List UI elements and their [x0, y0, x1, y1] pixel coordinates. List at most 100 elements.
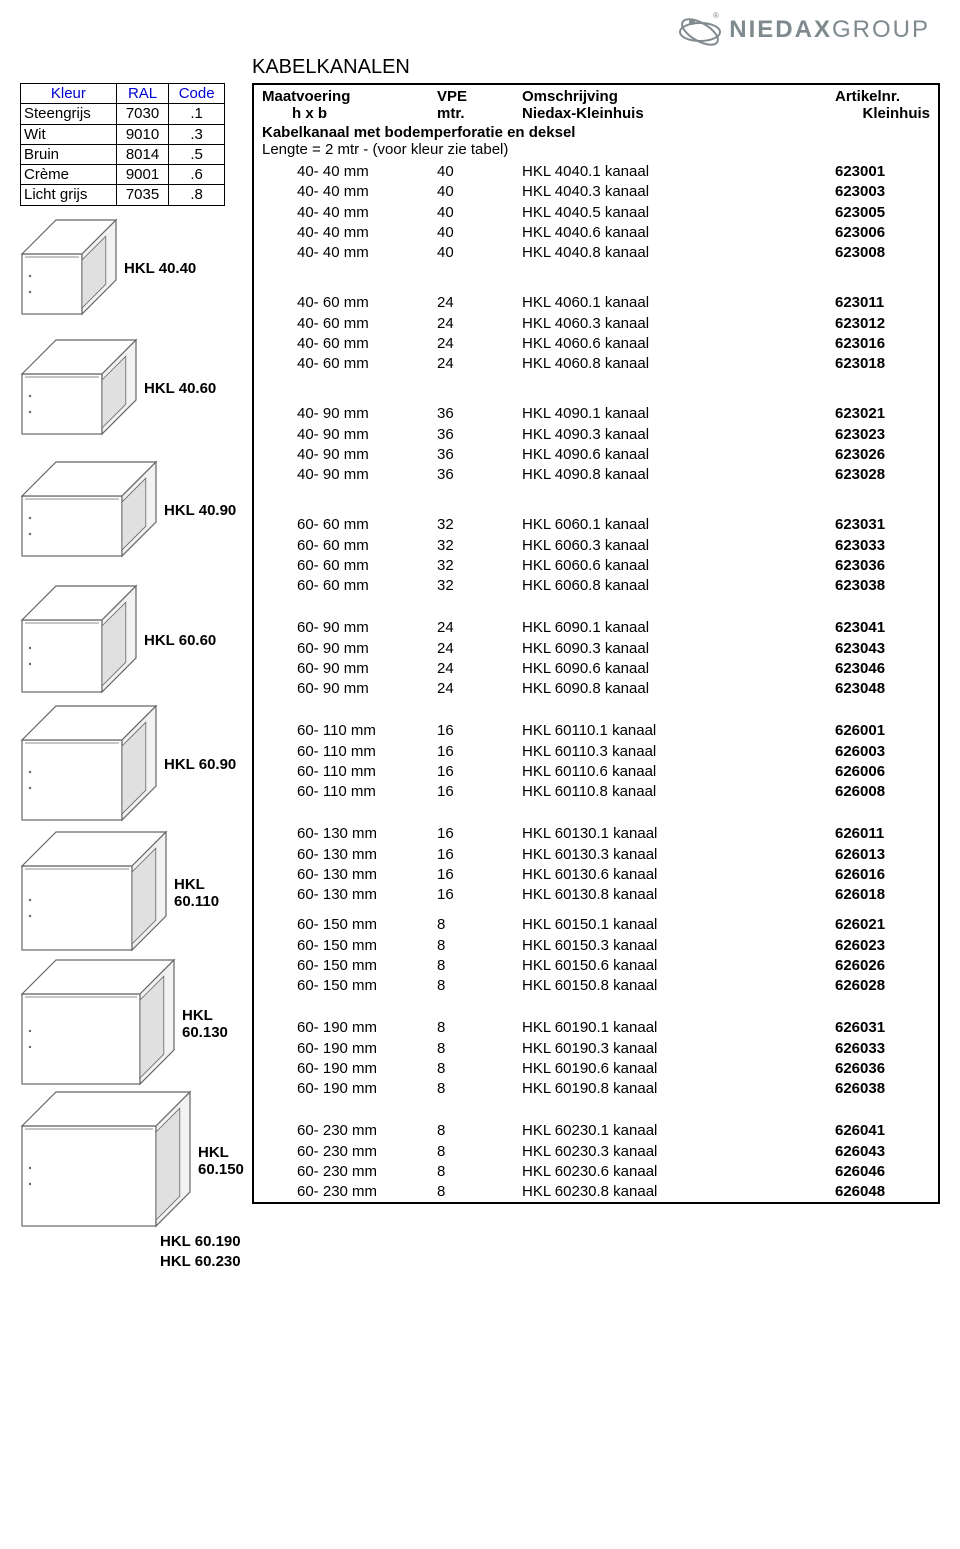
product-list: HKL 40.40 HKL 40.60 HKL 40.90 HKL 60.60 HKL … [20, 214, 252, 1232]
channel-icon [20, 460, 158, 562]
cell-artikelnr: 623023 [835, 425, 930, 445]
cell-omschrijving: HKL 60190.6 kanaal [522, 1059, 835, 1079]
cell-omschrijving: HKL 60110.1 kanaal [522, 721, 835, 741]
cell-artikelnr: 626031 [835, 1018, 930, 1038]
data-row: 40- 90 mm36HKL 4090.6 kanaal623026 [254, 445, 938, 465]
product-label: HKL 60.130 [182, 1007, 252, 1041]
color-code: .1 [169, 104, 225, 124]
cell-vpe: 8 [437, 956, 522, 976]
data-row: 60- 90 mm24HKL 6090.8 kanaal623048 [254, 679, 938, 699]
color-ral: 8014 [116, 144, 168, 164]
data-row: 60- 150 mm8HKL 60150.1 kanaal626021 [254, 915, 938, 935]
cell-maat: 60- 190 mm [262, 1018, 437, 1038]
product-item: HKL 40.60 [20, 338, 252, 440]
color-row: Licht grijs7035.8 [21, 185, 225, 205]
data-row: 60- 190 mm8HKL 60190.6 kanaal626036 [254, 1059, 938, 1079]
cell-artikelnr: 623048 [835, 679, 930, 699]
cell-maat: 40- 40 mm [262, 182, 437, 202]
cell-artikelnr: 626036 [835, 1059, 930, 1079]
cell-artikelnr: 623026 [835, 445, 930, 465]
channel-icon [20, 704, 158, 826]
cell-artikelnr: 626003 [835, 742, 930, 762]
section-title: Kabelkanaal met bodemperforatie en dekse… [254, 124, 938, 141]
product-label: HKL 40.40 [124, 260, 196, 277]
cell-vpe: 32 [437, 576, 522, 596]
cell-maat: 60- 90 mm [262, 618, 437, 638]
data-row: 60- 230 mm8HKL 60230.6 kanaal626046 [254, 1162, 938, 1182]
cell-maat: 40- 90 mm [262, 465, 437, 485]
page-title: KABELKANALEN [252, 56, 940, 79]
color-code: .5 [169, 144, 225, 164]
cell-maat: 40- 90 mm [262, 445, 437, 465]
cell-omschrijving: HKL 4040.1 kanaal [522, 162, 835, 182]
data-row: 40- 40 mm40HKL 4040.3 kanaal623003 [254, 182, 938, 202]
cell-maat: 40- 90 mm [262, 404, 437, 424]
data-row: 60- 150 mm8HKL 60150.6 kanaal626026 [254, 956, 938, 976]
product-label: HKL 60.60 [144, 632, 216, 649]
content-wrap: Kleur RAL Code Steengrijs7030.1Wit9010.3… [20, 83, 940, 1272]
cell-maat: 60- 60 mm [262, 576, 437, 596]
cell-omschrijving: HKL 60130.6 kanaal [522, 865, 835, 885]
cell-omschrijving: HKL 4090.1 kanaal [522, 404, 835, 424]
cell-omschrijving: HKL 6090.1 kanaal [522, 618, 835, 638]
cell-maat: 60- 110 mm [262, 721, 437, 741]
cell-vpe: 24 [437, 679, 522, 699]
cell-vpe: 36 [437, 465, 522, 485]
color-ral: 7030 [116, 104, 168, 124]
cell-vpe: 8 [437, 1182, 522, 1202]
cell-maat: 60- 190 mm [262, 1079, 437, 1099]
data-row: 60- 110 mm16HKL 60110.1 kanaal626001 [254, 721, 938, 741]
cell-artikelnr: 623021 [835, 404, 930, 424]
logo-mark-icon: ® [677, 10, 723, 50]
cell-artikelnr: 626041 [835, 1121, 930, 1141]
cell-maat: 60- 110 mm [262, 742, 437, 762]
cell-omschrijving: HKL 4040.6 kanaal [522, 223, 835, 243]
product-tail-labels: HKL 60.190HKL 60.230 [160, 1232, 252, 1273]
col-code: Code [169, 84, 225, 104]
cell-artikelnr: 626033 [835, 1039, 930, 1059]
cell-vpe: 8 [437, 1121, 522, 1141]
channel-icon [20, 958, 176, 1090]
cell-vpe: 16 [437, 885, 522, 905]
cell-omschrijving: HKL 4040.3 kanaal [522, 182, 835, 202]
cell-vpe: 8 [437, 1079, 522, 1099]
cell-artikelnr: 623008 [835, 243, 930, 263]
cell-maat: 40- 40 mm [262, 223, 437, 243]
sub-brand: Niedax-Kleinhuis [522, 105, 835, 122]
product-item: HKL 40.90 [20, 460, 252, 562]
data-row: 40- 60 mm24HKL 4060.1 kanaal623011 [254, 293, 938, 313]
cell-vpe: 36 [437, 445, 522, 465]
data-row: 60- 90 mm24HKL 6090.6 kanaal623046 [254, 659, 938, 679]
cell-artikelnr: 623036 [835, 556, 930, 576]
cell-artikelnr: 626008 [835, 782, 930, 802]
cell-vpe: 40 [437, 162, 522, 182]
col-ral: RAL [116, 84, 168, 104]
cell-omschrijving: HKL 4060.8 kanaal [522, 354, 835, 374]
color-ral: 9010 [116, 124, 168, 144]
cell-maat: 60- 60 mm [262, 515, 437, 535]
product-label: HKL 60.230 [160, 1252, 252, 1272]
data-row: 40- 40 mm40HKL 4040.8 kanaal623008 [254, 243, 938, 263]
cell-artikelnr: 623041 [835, 618, 930, 638]
channel-icon [20, 1090, 192, 1232]
header-row: Maatvoering VPE Omschrijving Artikelnr. [254, 85, 938, 105]
cell-vpe: 32 [437, 515, 522, 535]
data-row: 40- 90 mm36HKL 4090.1 kanaal623021 [254, 404, 938, 424]
cell-vpe: 24 [437, 659, 522, 679]
cell-vpe: 40 [437, 182, 522, 202]
cell-maat: 60- 130 mm [262, 824, 437, 844]
product-label: HKL 60.190 [160, 1232, 252, 1252]
cell-vpe: 32 [437, 536, 522, 556]
cell-vpe: 16 [437, 762, 522, 782]
cell-maat: 60- 150 mm [262, 956, 437, 976]
color-table: Kleur RAL Code Steengrijs7030.1Wit9010.3… [20, 83, 225, 206]
cell-maat: 60- 130 mm [262, 845, 437, 865]
color-code: .6 [169, 165, 225, 185]
cell-vpe: 16 [437, 824, 522, 844]
cell-artikelnr: 623043 [835, 639, 930, 659]
cell-maat: 40- 40 mm [262, 243, 437, 263]
color-name: Wit [21, 124, 117, 144]
cell-vpe: 32 [437, 556, 522, 576]
cell-maat: 60- 130 mm [262, 885, 437, 905]
data-row: 60- 60 mm32HKL 6060.8 kanaal623038 [254, 576, 938, 596]
